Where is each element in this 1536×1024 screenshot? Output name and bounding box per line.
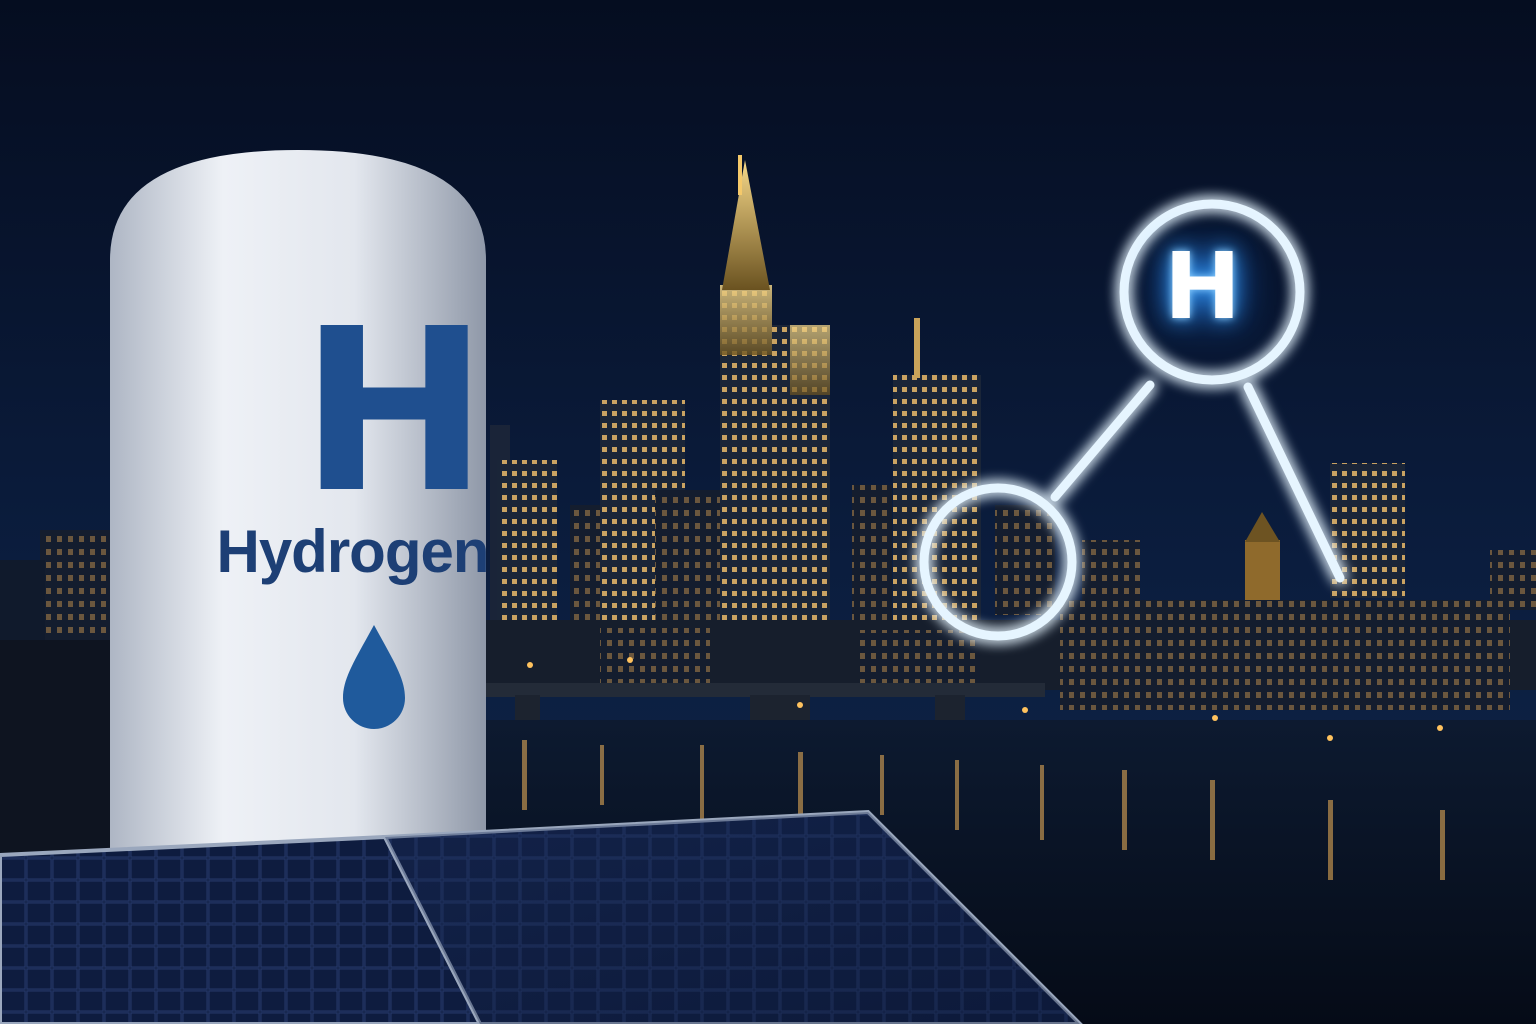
tank-hydrogen-label: Hydrogen xyxy=(216,518,489,585)
city-skyline xyxy=(0,155,1536,650)
water-drop-icon xyxy=(343,625,405,729)
light-reflections xyxy=(522,740,1445,880)
solar-panel-left xyxy=(0,834,483,1024)
solar-panels xyxy=(0,809,1083,1024)
molecule-h-symbol: H xyxy=(1164,233,1241,340)
hydrogen-molecule-icon xyxy=(919,199,1345,641)
left-embankment xyxy=(0,640,115,860)
tank-h-symbol: H xyxy=(300,281,489,543)
